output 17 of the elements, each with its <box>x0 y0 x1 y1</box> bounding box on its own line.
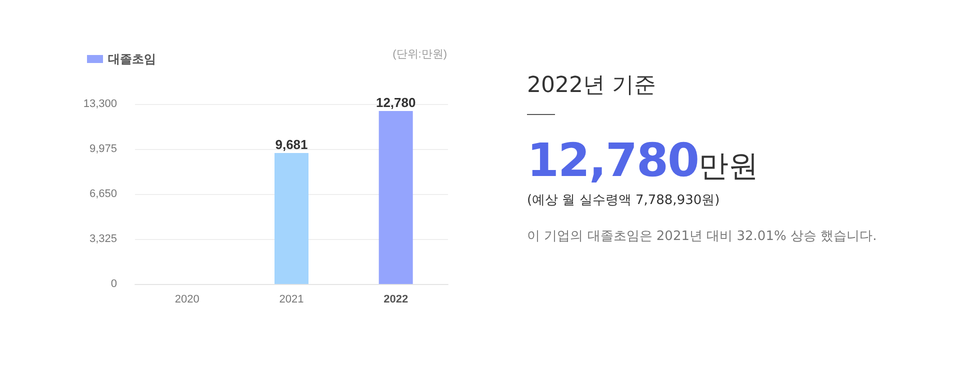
data-label: 12,780 <box>376 95 416 110</box>
y-tick-label: 9,975 <box>89 143 117 155</box>
y-tick-label: 0 <box>110 278 117 290</box>
y-tick-label: 13,300 <box>83 98 117 110</box>
text: 2022년 기준 <box>527 72 657 100</box>
data-label: 9,681 <box>275 136 308 152</box>
text: 만원 <box>698 149 759 184</box>
legend-label: 대졸초임 <box>108 52 156 66</box>
x-tick-label: 2020 <box>174 294 200 306</box>
y-tick-label: 3,325 <box>89 233 117 245</box>
text: 12,780 <box>527 133 699 187</box>
x-tick-label: 2021 <box>279 294 304 306</box>
x-tick-label: 2022 <box>384 294 408 306</box>
text: (단위:만원) <box>392 48 448 60</box>
text: 이 기업의 대졸초임은 2021년 대비 32.01% 상승 했습니다. <box>527 228 878 245</box>
text: (예상 월 실수령액 7,788,930원) <box>527 192 721 209</box>
y-tick-label: 6,650 <box>89 188 117 200</box>
